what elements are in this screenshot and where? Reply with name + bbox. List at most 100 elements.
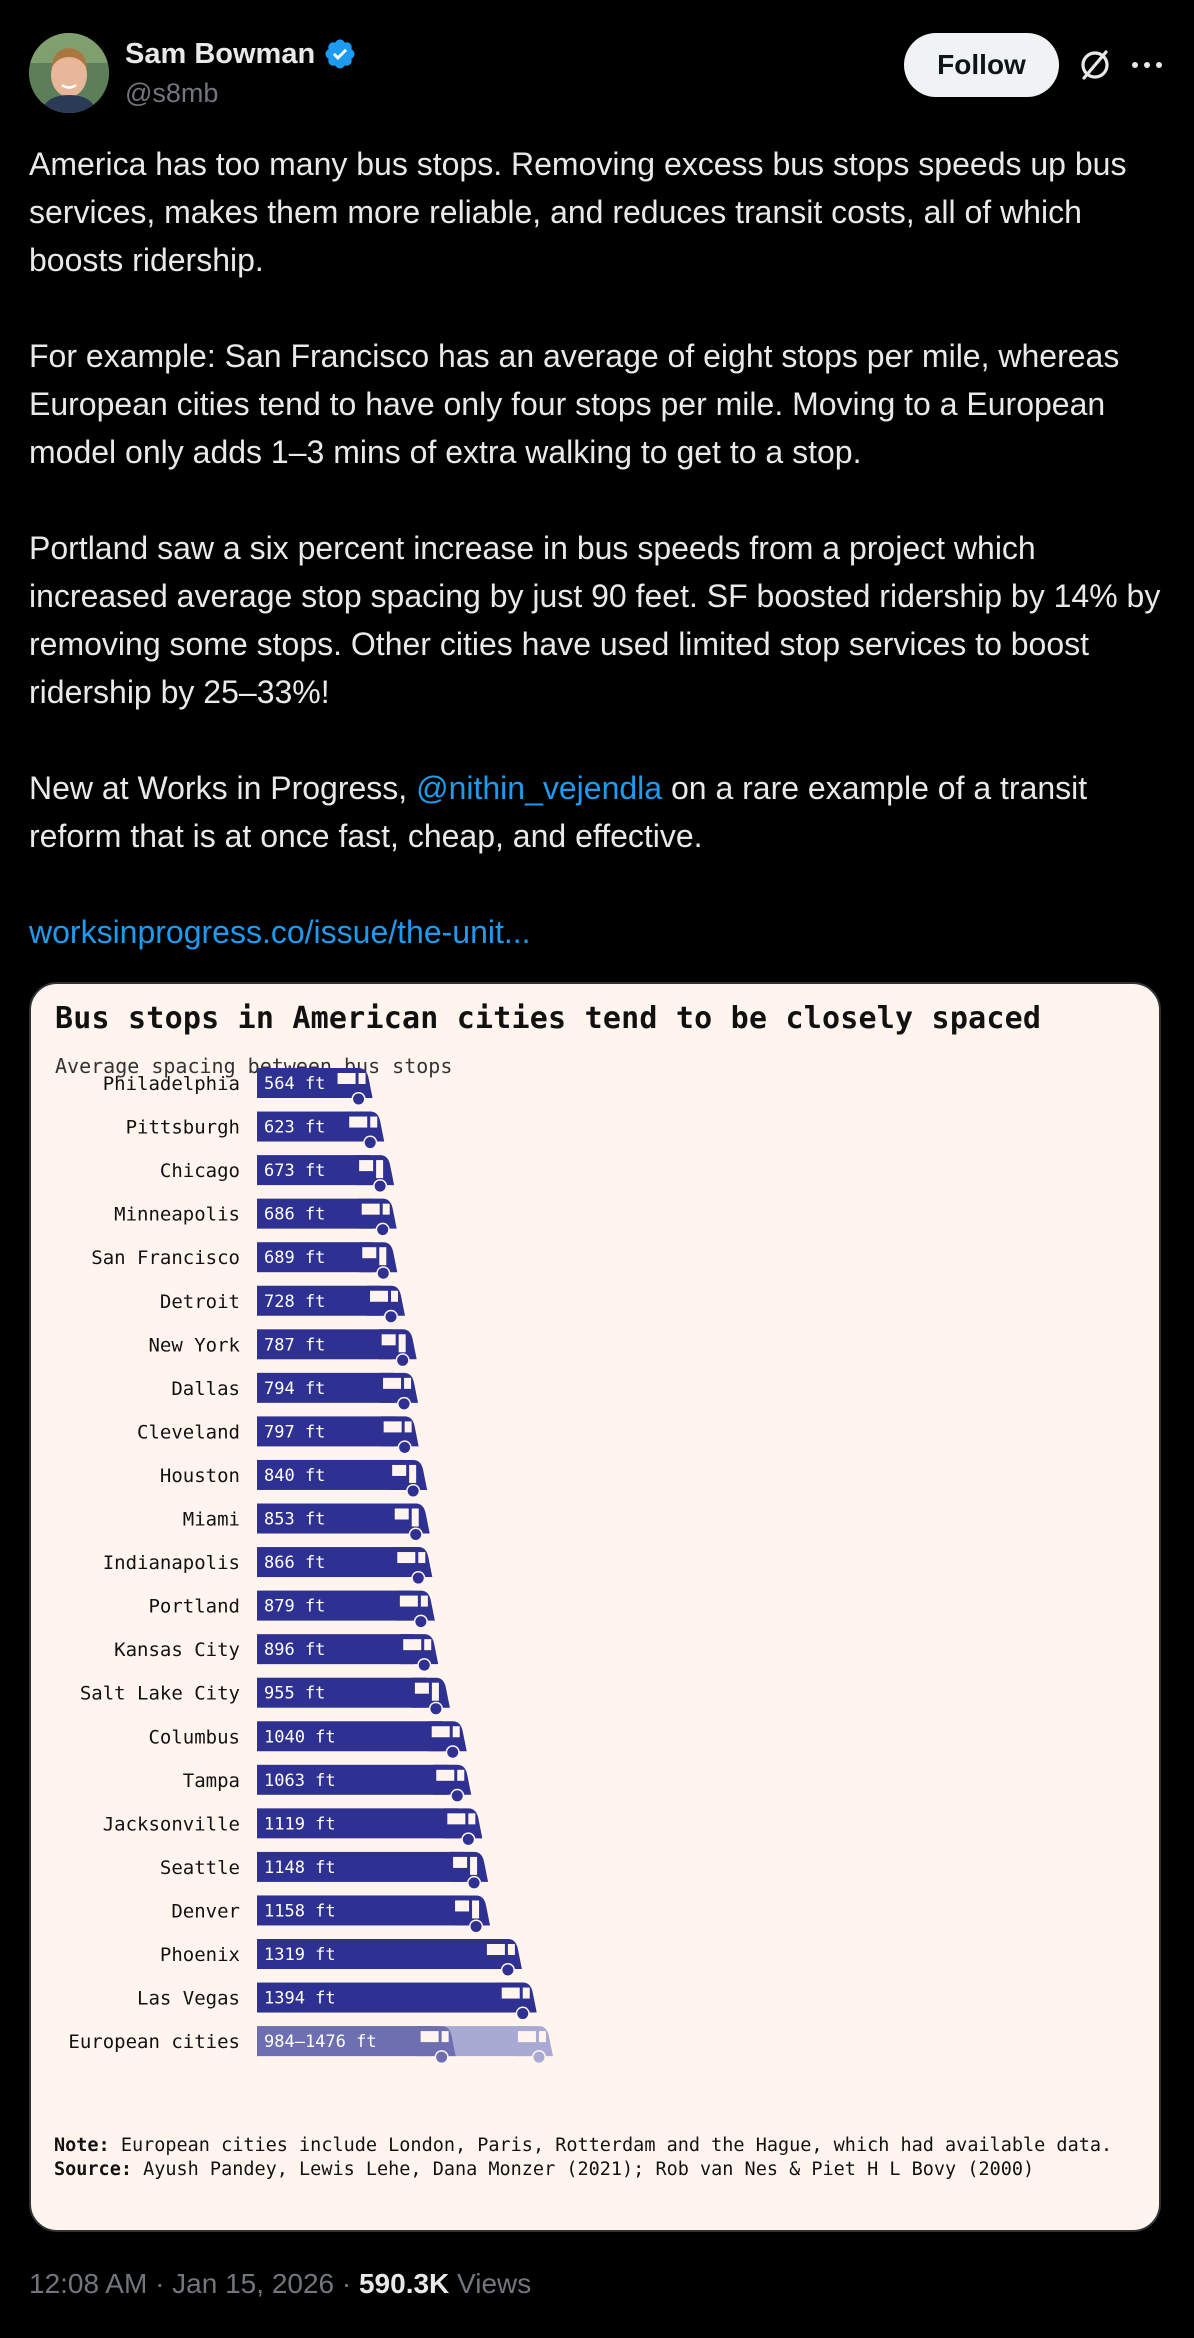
value-label: 689 ft <box>264 1248 325 1268</box>
article-link[interactable]: worksinprogress.co/issue/the-unit... <box>29 914 531 950</box>
bar <box>257 1764 448 1795</box>
tweet-meta: 12:08 AM · Jan 15, 2026 · 590.3K Views <box>29 2268 531 2300</box>
category-label: Detroit <box>160 1291 240 1313</box>
views-count: 590.3K <box>358 2268 450 2299</box>
bus-icon <box>444 1808 483 1847</box>
bus-icon <box>394 1547 433 1586</box>
value-label: 1158 ft <box>264 1901 336 1921</box>
bus-icon <box>428 1721 467 1760</box>
more-icon[interactable] <box>1129 47 1165 83</box>
bus-icon <box>378 1329 417 1368</box>
bus-icon <box>514 2026 553 2065</box>
chart-title: Bus stops in American cities tend to be … <box>55 1001 1042 1036</box>
bar <box>257 1459 404 1490</box>
bar <box>257 1895 467 1926</box>
bar <box>257 1547 409 1578</box>
range-bar-min <box>257 2026 432 2057</box>
bus-icon <box>380 1416 419 1455</box>
category-label: Philadelphia <box>103 1073 240 1095</box>
tweet-paragraph: Portland saw a six percent increase in b… <box>29 530 1161 710</box>
value-label: 564 ft <box>264 1074 325 1094</box>
chart-card[interactable]: Bus stops in American cities tend to be … <box>29 982 1161 2232</box>
bus-icon <box>433 1764 472 1803</box>
author-handle[interactable]: @s8mb <box>125 78 219 108</box>
category-label: European cities <box>68 2031 240 2053</box>
category-label: Pittsburgh <box>126 1117 240 1139</box>
value-label: 955 ft <box>264 1684 325 1704</box>
tweet-paragraph: worksinprogress.co/issue/the-unit... <box>29 908 1169 956</box>
bar <box>257 1590 411 1621</box>
category-label: Minneapolis <box>114 1204 240 1226</box>
grok-icon[interactable] <box>1077 47 1113 83</box>
bus-icon <box>359 1242 398 1281</box>
bus-icon <box>334 1068 373 1106</box>
category-label: Salt Lake City <box>80 1683 240 1705</box>
views-label: Views <box>449 2268 532 2299</box>
bus-icon <box>380 1372 419 1411</box>
bar <box>257 1503 406 1534</box>
value-label: 1040 ft <box>264 1727 336 1747</box>
tweet-header: Sam Bowman @s8mb Follow <box>29 33 1165 115</box>
value-label: 984–1476 ft <box>264 2032 377 2052</box>
value-label: 797 ft <box>264 1422 325 1442</box>
value-label: 686 ft <box>264 1205 325 1225</box>
category-label: Phoenix <box>160 1944 240 1966</box>
value-label: 879 ft <box>264 1597 325 1617</box>
category-label: Miami <box>183 1509 240 1531</box>
category-label: Columbus <box>148 1726 240 1748</box>
category-label: Dallas <box>171 1378 240 1400</box>
value-label: 787 ft <box>264 1335 325 1355</box>
value-label: 728 ft <box>264 1292 325 1312</box>
value-label: 623 ft <box>264 1118 325 1138</box>
category-label: Jacksonville <box>103 1813 240 1835</box>
tweet-paragraph: For example: San Francisco has an averag… <box>29 338 1120 470</box>
value-label: 794 ft <box>264 1379 325 1399</box>
note-text: European cities include London, Paris, R… <box>109 2135 1113 2156</box>
category-label: Chicago <box>160 1160 240 1182</box>
bar <box>257 1939 498 1969</box>
category-label: Kansas City <box>114 1639 240 1661</box>
tweet-paragraph: America has too many bus stops. Removing… <box>29 146 1127 278</box>
bus-icon <box>411 1677 450 1716</box>
value-label: 673 ft <box>264 1161 325 1181</box>
source-text: Ayush Pandey, Lewis Lehe, Dana Monzer (2… <box>131 2159 1035 2180</box>
category-label: Las Vegas <box>137 1988 240 2010</box>
bus-icon <box>483 1939 522 1977</box>
bar <box>257 1677 426 1708</box>
bus-icon <box>366 1285 405 1324</box>
bar <box>257 1634 415 1665</box>
bus-icon <box>356 1155 395 1194</box>
mention-link[interactable]: @nithin_vejendla <box>416 770 663 806</box>
category-label: Indianapolis <box>103 1552 240 1574</box>
bus-icon <box>400 1634 439 1673</box>
tweet-paragraph: New at Works in Progress, @nithin_vejend… <box>29 764 1169 860</box>
bar <box>257 1242 374 1273</box>
value-label: 1063 ft <box>264 1771 336 1791</box>
avatar[interactable] <box>29 33 109 113</box>
category-label: San Francisco <box>91 1247 240 1269</box>
bar <box>257 1329 393 1360</box>
value-label: 1394 ft <box>264 1989 336 2009</box>
bus-icon <box>391 1503 430 1542</box>
bar-chart: Philadelphia 564 ft Pittsburgh 623 ft Chicag… <box>68 1068 553 2065</box>
bar <box>257 1068 349 1098</box>
verified-badge-icon <box>325 39 355 69</box>
value-label: 1319 ft <box>264 1945 336 1965</box>
category-label: Seattle <box>160 1857 240 1879</box>
tweet-text-segment: on a rare example of a transit reform th… <box>29 770 1088 854</box>
bus-icon <box>396 1590 435 1629</box>
note-label: Note: <box>54 2135 110 2156</box>
chart-subtitle: Average spacing between bus stops <box>55 1054 453 1078</box>
bar <box>257 1155 371 1186</box>
bus-icon <box>450 1851 489 1890</box>
bar <box>257 1372 395 1403</box>
value-label: 896 ft <box>264 1640 325 1660</box>
author-name[interactable]: Sam Bowman <box>125 37 316 70</box>
category-label: Tampa <box>183 1770 240 1792</box>
bus-icon <box>452 1895 491 1934</box>
follow-button[interactable]: Follow <box>904 33 1059 97</box>
timestamp[interactable]: 12:08 AM · Jan 15, 2026 · <box>29 2268 359 2299</box>
bar <box>257 1111 361 1142</box>
bus-icon <box>358 1198 397 1237</box>
bar <box>257 1982 513 2013</box>
